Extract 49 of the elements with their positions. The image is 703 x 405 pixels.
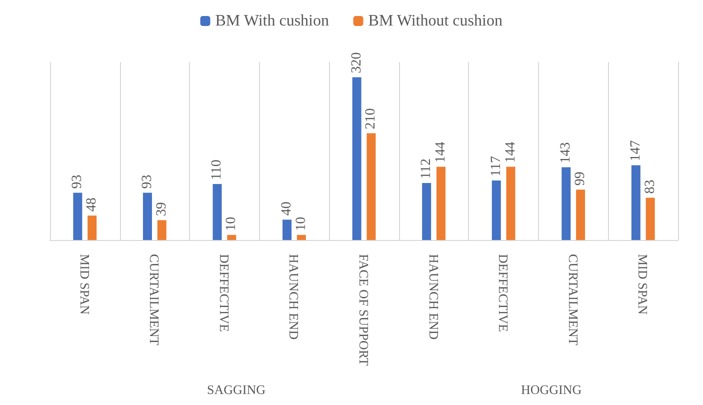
bar	[296, 234, 306, 240]
bar	[73, 192, 82, 240]
bar	[492, 180, 501, 240]
data-label: 210	[364, 108, 379, 130]
data-label: 10	[224, 216, 240, 231]
data-label: 143	[558, 142, 574, 164]
text: HOGGING	[520, 382, 582, 397]
data-label: 10	[294, 216, 309, 231]
data-label: 99	[573, 172, 588, 186]
data-label: 320	[349, 52, 364, 74]
x-tick-label: FACE OF SUPPORT	[356, 254, 372, 366]
legend-label: BM Without cushion	[368, 12, 502, 30]
data-label: 39	[154, 202, 170, 216]
data-label: 112	[419, 158, 434, 180]
data-label: 93	[70, 174, 86, 189]
text: SAGGING	[207, 382, 266, 397]
bar	[422, 183, 432, 240]
x-tick-label: HAUNCH END	[426, 254, 442, 340]
bar	[366, 133, 376, 240]
bar	[227, 234, 236, 240]
data-label: 48	[84, 198, 100, 212]
data-label: 144	[433, 142, 448, 163]
data-label: 117	[488, 156, 504, 176]
x-tick-label: MID SPAN	[636, 254, 651, 316]
data-label: 83	[642, 180, 658, 194]
data-label: 144	[503, 142, 518, 163]
bar	[562, 167, 571, 240]
data-label: 40	[280, 202, 295, 216]
x-tick-label: CURTAILMENT	[147, 254, 162, 346]
bar	[157, 220, 166, 240]
bar	[646, 198, 655, 240]
bar	[282, 220, 292, 240]
legend-label: BM With cushion	[215, 12, 329, 30]
x-tick-label: CURTAILMENT	[566, 254, 581, 346]
data-label: 93	[140, 174, 155, 189]
bar	[88, 216, 97, 240]
bar	[576, 190, 586, 240]
bar	[631, 165, 640, 240]
bar	[506, 166, 516, 240]
x-tick-label: MID SPAN	[77, 254, 92, 316]
bar	[212, 184, 222, 240]
bar	[352, 77, 362, 240]
x-tick-label: DEFFECTIVE	[496, 254, 512, 332]
data-label: 147	[628, 140, 644, 162]
x-tick-label: HAUNCH END	[286, 254, 302, 340]
bar	[142, 192, 152, 240]
bar	[436, 166, 446, 240]
x-tick-label: DEFFECTIVE	[216, 254, 232, 332]
data-label: 110	[210, 160, 225, 180]
